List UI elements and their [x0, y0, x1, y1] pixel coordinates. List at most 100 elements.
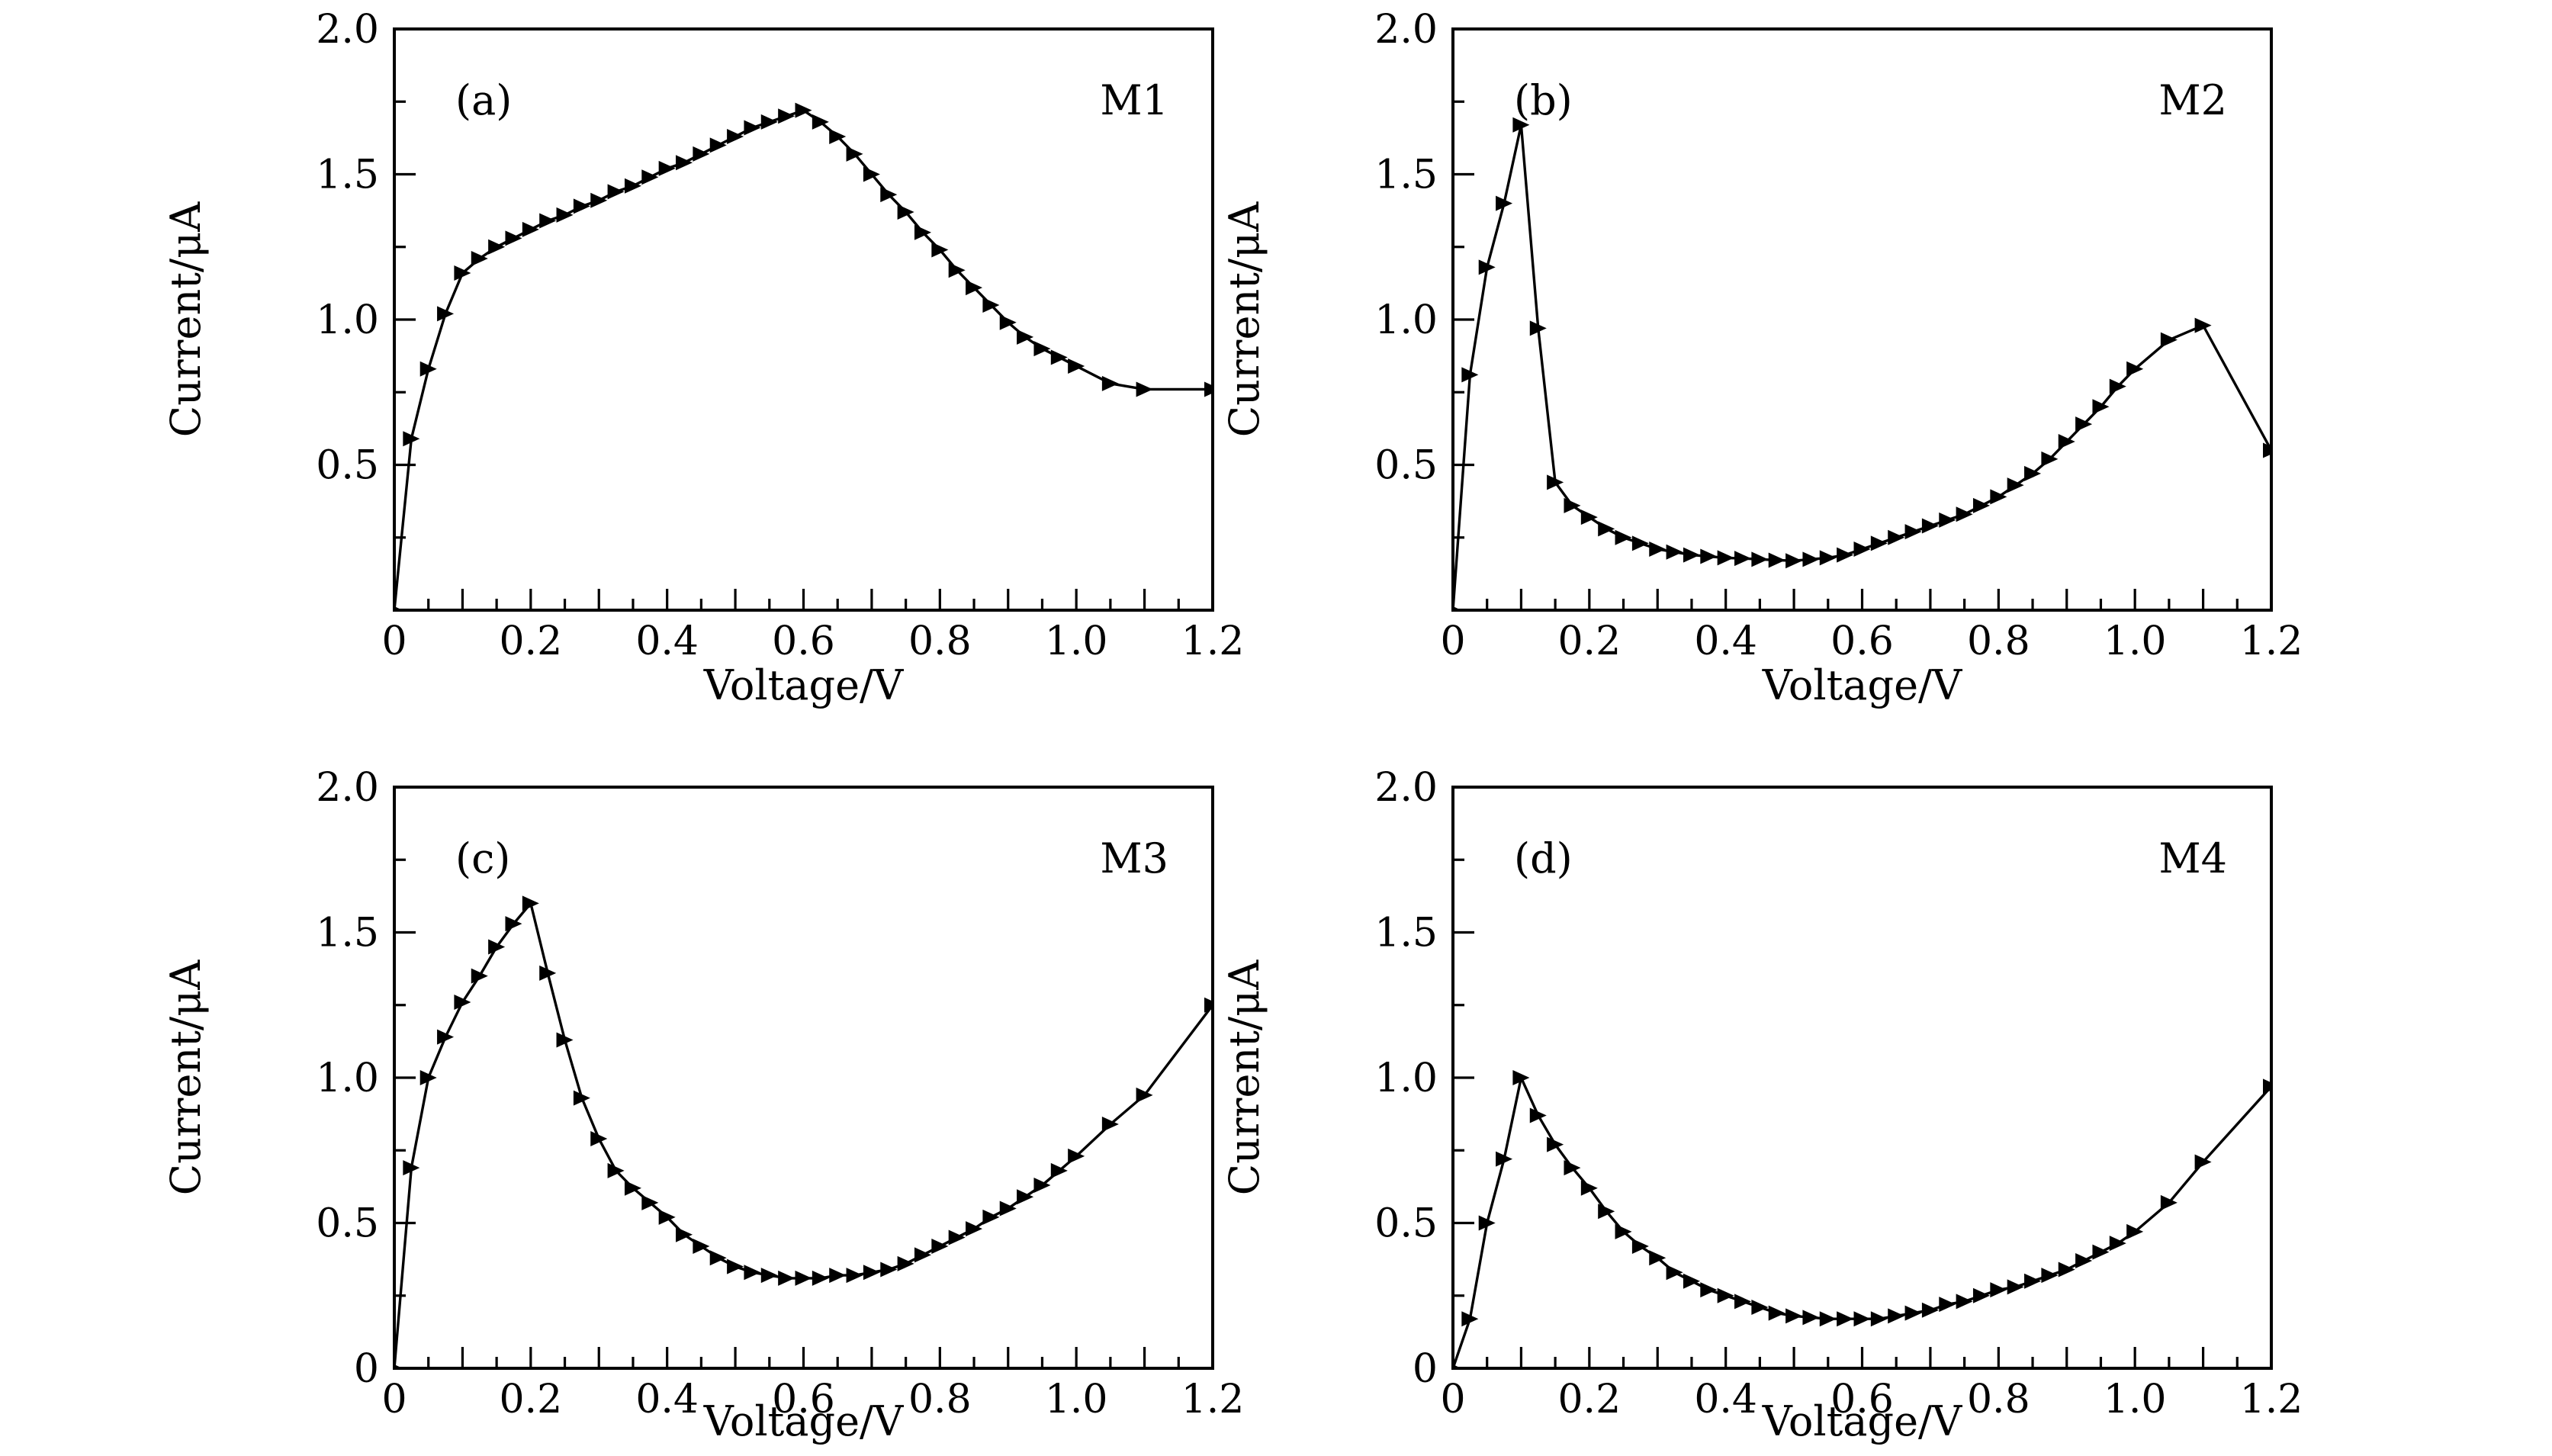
data-marker: [1870, 535, 1888, 551]
data-marker: [522, 221, 539, 237]
y-tick-label: 0: [354, 1346, 379, 1392]
panel-letter-label: (d): [1514, 834, 1573, 882]
data-marker: [419, 1070, 437, 1085]
data-marker: [1649, 541, 1667, 557]
data-marker: [1050, 349, 1068, 365]
data-marker: [982, 1209, 1000, 1225]
plot-frame: [1451, 786, 2273, 1370]
x-tick-label: 0.2: [499, 1377, 562, 1422]
data-marker: [1598, 1204, 1615, 1220]
data-marker: [1017, 329, 1034, 345]
data-marker: [1580, 1180, 1598, 1196]
data-marker: [607, 184, 625, 200]
data-marker: [454, 994, 471, 1010]
data-marker: [1802, 551, 1820, 567]
data-marker: [1904, 524, 1922, 540]
data-marker: [1972, 497, 1990, 513]
data-marker: [914, 224, 931, 240]
plot-frame: [393, 27, 1214, 612]
data-marker: [778, 1270, 795, 1286]
data-marker: [2024, 465, 2042, 481]
data-marker: [1453, 1364, 1461, 1368]
y-axis-title: Current/μA: [162, 959, 210, 1195]
data-marker: [2126, 361, 2144, 377]
data-marker: [1017, 1189, 1034, 1205]
data-marker: [1853, 541, 1871, 557]
data-line: [394, 900, 1213, 1368]
data-marker: [676, 1226, 693, 1242]
panel-d: 0 0.2 0.4 0.6 0.8 1.0 1.2 2.0 1.5 1.0 0.5 0 Voltage/…: [1220, 765, 2303, 1445]
data-marker: [2075, 416, 2093, 432]
y-tick-label: 2.0: [316, 7, 379, 53]
data-marker: [1734, 551, 1752, 567]
data-marker: [556, 1032, 574, 1048]
data-marker: [1819, 1311, 1837, 1327]
x-tick-label: 0: [381, 1377, 407, 1422]
x-tick-label: 0.4: [635, 1377, 699, 1422]
data-marker: [982, 297, 1000, 313]
data-marker: [2263, 442, 2271, 458]
data-marker: [1547, 1136, 1564, 1152]
data-marker: [2092, 1244, 2110, 1260]
data-marker: [1631, 1238, 1649, 1254]
data-marker: [1853, 1311, 1871, 1327]
data-marker: [488, 939, 506, 955]
x-axis-title: Voltage/V: [703, 661, 904, 709]
data-marker: [1990, 1282, 2007, 1298]
series-name-label: M1: [1100, 76, 1168, 124]
data-marker: [1496, 195, 1513, 211]
data-marker: [2194, 317, 2212, 333]
data-marker: [1068, 1148, 1085, 1164]
data-marker: [539, 213, 557, 229]
y-tick-label: 1.0: [316, 297, 379, 343]
y-tick-label: 0.5: [316, 1201, 379, 1247]
x-tick-label: 1.2: [2240, 1377, 2303, 1422]
data-marker: [727, 1258, 744, 1274]
x-tick-label: 1.2: [1181, 619, 1245, 664]
data-marker: [709, 137, 727, 153]
data-marker: [1956, 1294, 1973, 1310]
y-axis-title: Current/μA: [162, 201, 210, 437]
data-marker: [1956, 506, 1973, 522]
panel-c: 0 0.2 0.4 0.6 0.8 1.0 1.2 2.0 1.5 1.0 0.5 0 Voltage/…: [162, 765, 1244, 1445]
data-marker: [1529, 1107, 1547, 1123]
data-marker: [607, 1162, 625, 1178]
data-marker: [1547, 474, 1564, 490]
data-marker: [1512, 1070, 1530, 1085]
data-marker: [1683, 547, 1700, 563]
plot-frame: [1451, 27, 2273, 612]
series-name-label: M2: [2158, 76, 2227, 124]
data-marker: [505, 916, 522, 932]
data-marker: [1734, 1294, 1752, 1310]
data-marker: [1598, 521, 1615, 537]
data-marker: [676, 155, 693, 171]
data-marker: [1666, 1265, 1683, 1281]
y-tick-label: 1.5: [1374, 153, 1438, 198]
x-tick-label: 0.6: [772, 1377, 835, 1422]
x-tick-label: 1.0: [2104, 619, 2167, 664]
data-marker: [1136, 1087, 1153, 1103]
panel-a: 0 0.2 0.4 0.6 0.8 1.0 1.2 2.0 1.5 1.0 0.5 Voltage/V…: [162, 7, 1244, 709]
data-marker: [573, 198, 590, 214]
data-marker: [931, 242, 949, 258]
data-marker: [1453, 606, 1461, 610]
data-marker: [2263, 1078, 2271, 1094]
x-tick-label: 0.8: [908, 619, 972, 664]
data-marker: [658, 1209, 676, 1225]
data-marker: [1033, 341, 1051, 357]
data-marker: [966, 1221, 983, 1237]
x-tick-label: 0.4: [1694, 1377, 1757, 1422]
data-marker: [744, 120, 761, 136]
y-tick-label: 1.0: [1374, 1056, 1438, 1101]
data-marker: [505, 230, 522, 246]
y-tick-label: 2.0: [1374, 765, 1438, 811]
data-marker: [394, 1364, 403, 1368]
data-marker: [744, 1265, 761, 1281]
data-marker: [999, 314, 1017, 330]
data-marker: [829, 128, 847, 144]
y-tick-label: 0: [1413, 1346, 1438, 1392]
data-marker: [437, 1029, 455, 1045]
data-marker: [2160, 1194, 2178, 1210]
data-marker: [658, 160, 676, 176]
